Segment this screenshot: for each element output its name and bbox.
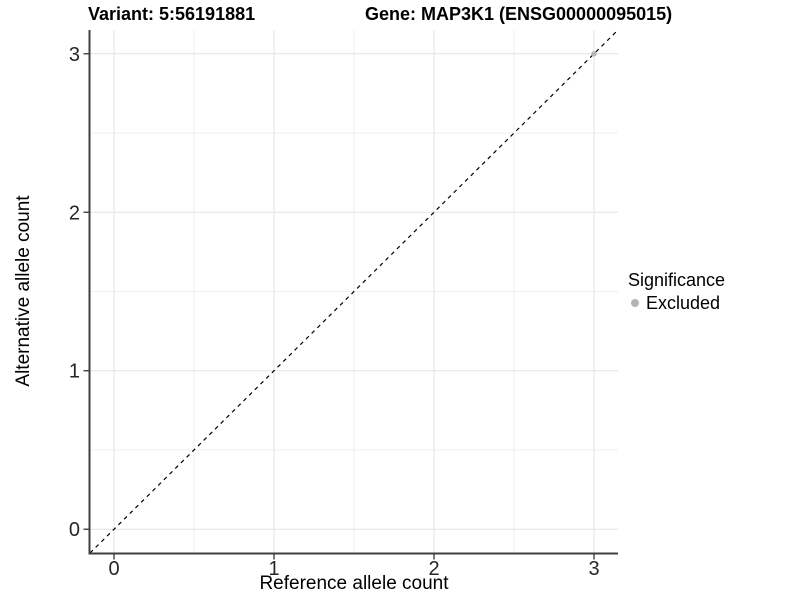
identity-reference-line [89,29,619,554]
y-tick-label: 2 [69,202,80,224]
y-tick-label: 3 [69,44,80,66]
y-tick-label: 0 [69,519,80,541]
plot-title-variant: Variant: 5:56191881 [88,4,256,24]
plot-title-gene: Gene: MAP3K1 (ENSG00000095015) [365,4,673,24]
legend-item-excluded: Excluded [628,292,725,314]
y-tick-label: 1 [69,361,80,383]
x-tick-label: 3 [588,558,599,580]
legend-item-label: Excluded [646,293,721,313]
legend-marker-circle-icon [631,299,639,307]
x-axis-title: Reference allele count [259,573,449,594]
y-axis-title: Alternative allele count [13,195,34,387]
x-tick-label: 2 [428,558,439,580]
data-point-excluded [591,51,597,57]
legend: Significance Excluded [628,269,725,314]
x-tick-label: 0 [108,558,119,580]
legend-title: Significance [628,270,726,290]
x-tick-label: 1 [268,558,279,580]
